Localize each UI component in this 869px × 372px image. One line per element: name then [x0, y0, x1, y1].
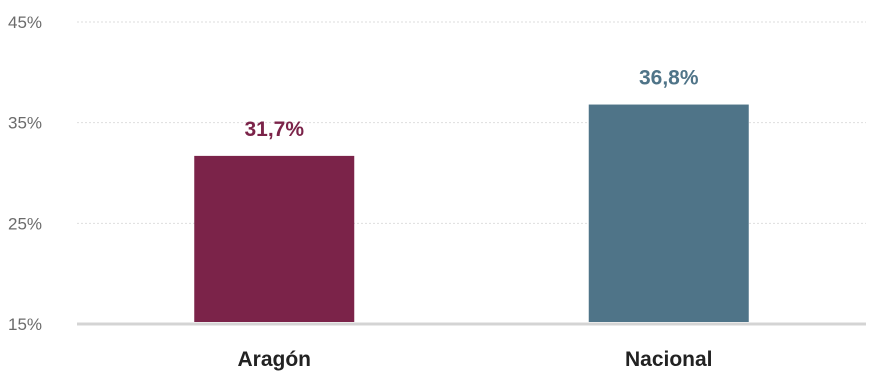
- x-axis-categories: Aragón Nacional: [238, 348, 713, 371]
- category-label: Aragón: [238, 348, 312, 371]
- y-tick-label: 35%: [8, 114, 42, 133]
- category-label: Nacional: [625, 348, 713, 371]
- y-tick-label: 45%: [8, 13, 42, 32]
- bar: [588, 104, 749, 323]
- data-labels: 31,7% 36,8%: [244, 67, 698, 141]
- data-label: 31,7%: [244, 118, 304, 141]
- data-label: 36,8%: [639, 67, 699, 90]
- y-axis-ticks: 15% 25% 35% 45%: [8, 13, 42, 334]
- bars: [194, 104, 749, 323]
- y-tick-label: 25%: [8, 214, 42, 233]
- y-tick-label: 15%: [8, 315, 42, 334]
- bar: [194, 155, 355, 322]
